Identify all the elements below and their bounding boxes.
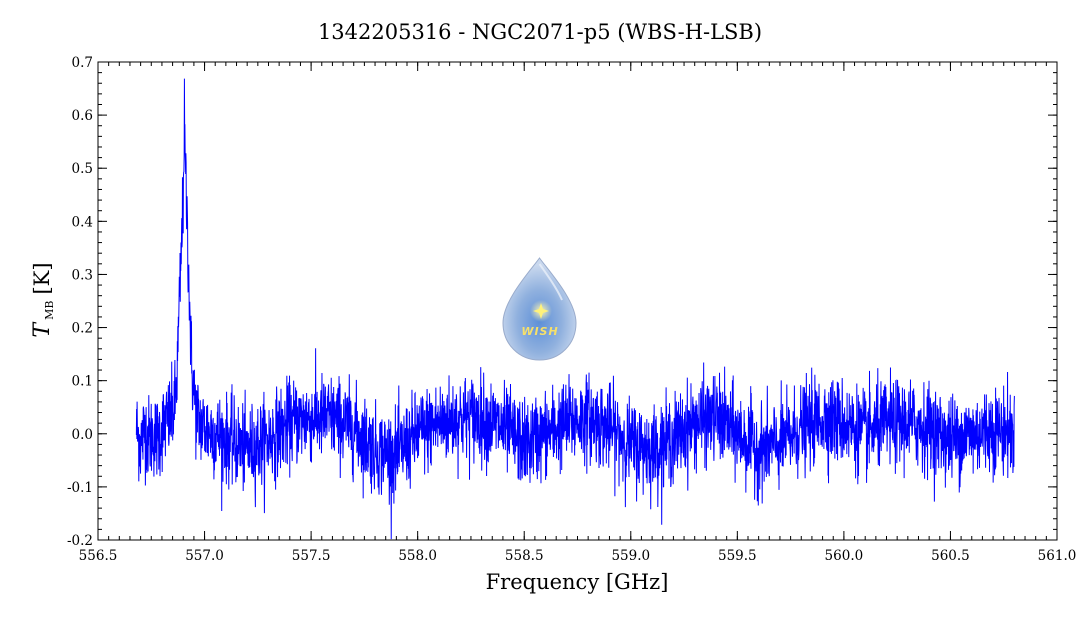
y-tick-label: -0.1 (67, 480, 93, 496)
x-tick-label: 558.0 (398, 548, 437, 564)
x-tick-label: 557.5 (292, 548, 331, 564)
logo-text: WISH (521, 325, 558, 338)
wish-logo: WISH (502, 257, 577, 361)
spectrum-series-line (135, 78, 1015, 540)
y-axis-ticks: -0.2 -0.1 0.0 0.1 0.2 0.3 0.4 0.5 0.6 0.7 (67, 55, 1057, 549)
y-tick-label: 0.1 (72, 374, 93, 390)
x-axis-title: Frequency [GHz] (486, 570, 669, 594)
x-tick-label: 556.5 (79, 548, 118, 564)
y-tick-label: 0.0 (72, 427, 93, 443)
x-tick-label: 557.0 (185, 548, 224, 564)
x-tick-label: 561.0 (1038, 548, 1077, 564)
plot-frame (97, 61, 1058, 541)
x-axis-ticks: 556.5 557.0 557.5 558.0 558.5 559.0 559.5 560.0… (79, 62, 1077, 564)
y-tick-label: 0.7 (72, 55, 93, 71)
x-tick-label: 560.0 (825, 548, 864, 564)
y-tick-label: 0.4 (72, 214, 93, 230)
y-tick-label: 0.2 (72, 321, 93, 337)
y-axis-symbol: T (30, 321, 55, 338)
svg-text:TMB[K]: TMB [K] (30, 262, 56, 337)
minor-ticks (97, 61, 1058, 541)
y-axis-subscript: MB (43, 301, 56, 320)
y-axis-title: TMB [K] (30, 262, 56, 337)
y-tick-label: 0.5 (72, 161, 93, 177)
x-tick-label: 559.5 (718, 548, 757, 564)
chart-title: 1342205316 - NGC2071-p5 (WBS-H-LSB) (318, 20, 762, 44)
y-tick-label: 0.3 (72, 267, 93, 283)
y-tick-label: 0.6 (72, 108, 93, 124)
x-tick-label: 560.5 (931, 548, 970, 564)
x-tick-label: 559.0 (611, 548, 650, 564)
x-tick-label: 558.5 (505, 548, 544, 564)
y-axis-unit: [K] (30, 262, 54, 294)
y-tick-label: -0.2 (67, 533, 93, 549)
